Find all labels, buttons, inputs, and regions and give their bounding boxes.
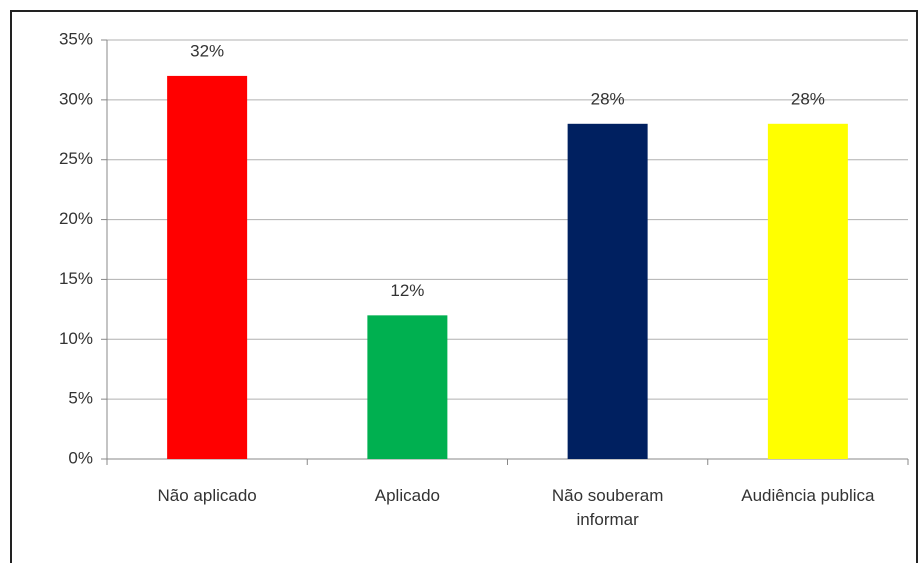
bar <box>167 75 248 460</box>
bar <box>367 315 448 459</box>
x-tick-label: Audiência publica <box>741 486 875 505</box>
data-label: 28% <box>591 89 625 108</box>
y-tick-label: 25% <box>59 149 93 168</box>
y-tick-label: 35% <box>59 29 93 48</box>
y-tick-label: 5% <box>68 389 93 408</box>
y-tick-label: 30% <box>59 89 93 108</box>
bar <box>767 123 848 460</box>
data-label: 12% <box>390 281 424 300</box>
data-label: 28% <box>791 89 825 108</box>
x-tick-label: Não aplicado <box>157 486 257 505</box>
y-tick-label: 20% <box>59 209 93 228</box>
chart-border <box>10 10 918 563</box>
y-tick-label: 10% <box>59 329 93 348</box>
x-tick-label: Aplicado <box>374 486 440 505</box>
y-tick-label: 15% <box>59 269 93 288</box>
y-tick-label: 0% <box>68 448 93 467</box>
data-label: 32% <box>190 41 224 60</box>
x-tick-label: Não souberam informar <box>551 486 664 529</box>
bar <box>567 123 648 460</box>
